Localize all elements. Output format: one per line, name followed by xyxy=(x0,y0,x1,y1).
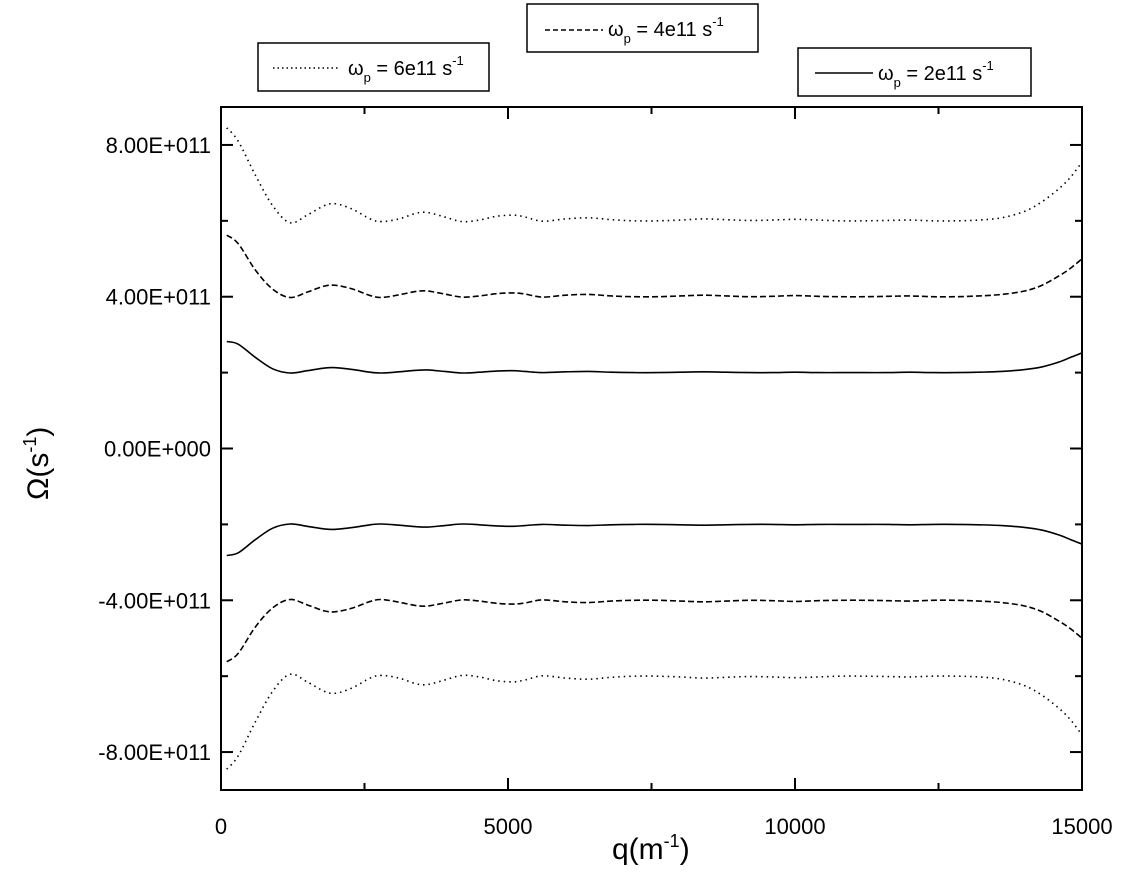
x-tick-label: 5000 xyxy=(484,814,533,839)
series-line-solid-lower xyxy=(226,523,1083,557)
x-axis-title: q(m-1) xyxy=(612,831,690,866)
legend-box xyxy=(257,42,490,92)
plot-area-frame xyxy=(220,106,1083,791)
x-tick-label: 15000 xyxy=(1051,814,1112,839)
y-axis-tick-labels: 8.00E+011 4.00E+011 0.00E+000 -4.00E+011 -8.… xyxy=(98,133,211,765)
legend-box xyxy=(526,3,759,53)
y-tick-label: 0.00E+000 xyxy=(104,437,211,462)
y-axis-ticks xyxy=(221,143,1082,754)
y-axis-title: Ω(s-1) xyxy=(20,427,55,500)
x-axis-tick-labels: 0 5000 10000 15000 xyxy=(215,814,1113,839)
series-lines xyxy=(226,127,1083,770)
legend-4e11: ωp = 4e11 s-1 xyxy=(526,3,759,53)
series-line-dashed-lower xyxy=(226,598,1083,663)
series-line-dashed-upper xyxy=(226,234,1083,299)
y-tick-label: -4.00E+011 xyxy=(98,588,211,613)
x-axis-ticks xyxy=(220,107,1083,790)
y-tick-label: -8.00E+011 xyxy=(98,740,211,765)
legend-label: ωp = 2e11 s-1 xyxy=(878,58,994,90)
legend-label: ωp = 6e11 s-1 xyxy=(348,53,464,85)
legend-box xyxy=(797,47,1032,97)
series-line-solid-upper xyxy=(226,340,1083,374)
x-tick-label: 0 xyxy=(215,814,227,839)
legend-2e11: ωp = 2e11 s-1 xyxy=(797,47,1032,97)
series-line-dotted-upper xyxy=(226,127,1083,224)
y-tick-label: 4.00E+011 xyxy=(106,285,211,310)
series-line-dotted-lower xyxy=(226,673,1083,770)
legend-6e11: ωp = 6e11 s-1 xyxy=(257,42,490,92)
x-tick-label: 10000 xyxy=(764,814,825,839)
legend-label: ωp = 4e11 s-1 xyxy=(608,14,724,46)
y-tick-label: 8.00E+011 xyxy=(106,133,211,158)
